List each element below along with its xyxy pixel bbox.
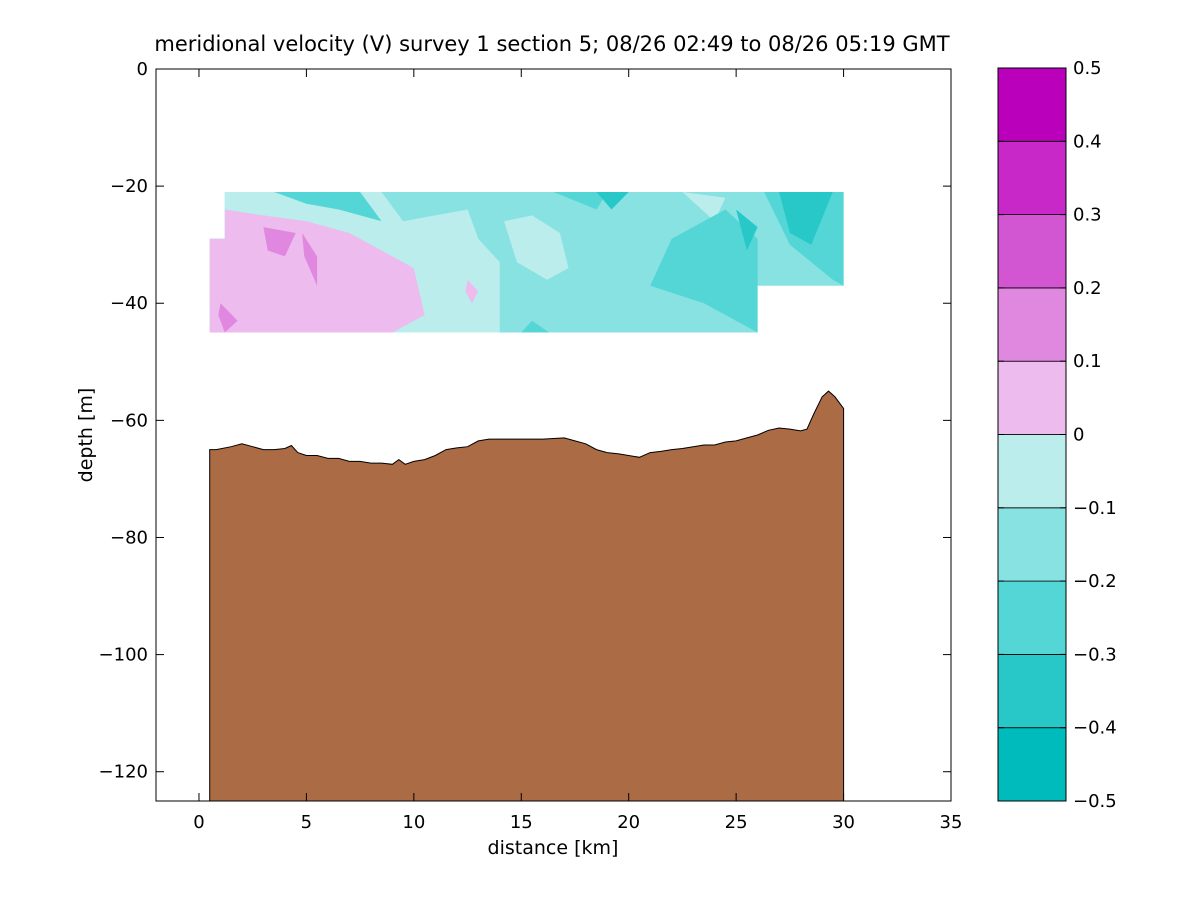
colorbar-tick-label: −0.1	[1073, 498, 1117, 519]
colorbar-swatch	[997, 67, 1067, 142]
colorbar-ticks: −0.5 −0.4 −0.3 −0.2 −0.1 0 0.1 0.2 0.3 0.4 0.5	[998, 58, 1117, 812]
velocity-contour-region	[465, 279, 479, 304]
colorbar-swatches	[997, 67, 1067, 802]
colorbar-tick-label: −0.3	[1073, 644, 1117, 665]
colorbar-tick-label: 0.3	[1073, 205, 1102, 226]
velocity-field	[209, 192, 844, 333]
colorbar-tick-label: 0.2	[1073, 278, 1102, 299]
colorbar-swatch	[997, 214, 1067, 289]
y-tick-label: −80	[110, 527, 148, 548]
x-tick-label: 0	[193, 812, 204, 833]
seafloor-layer	[209, 390, 845, 802]
colorbar-tick-label: 0.5	[1073, 58, 1102, 79]
velocity-contour-region	[682, 192, 726, 222]
colorbar-swatch	[997, 434, 1067, 509]
y-axis: 0 −20 −40 −60 −80 −100 −120	[99, 59, 951, 783]
x-tick-label: 25	[725, 812, 748, 833]
colorbar-tick-label: 0.4	[1073, 131, 1102, 152]
velocity-contour-region	[553, 192, 608, 210]
y-tick-label: −60	[110, 410, 148, 431]
colorbar-swatch	[997, 360, 1067, 435]
y-tick-label: −40	[110, 293, 148, 314]
velocity-contour-region	[650, 209, 758, 333]
x-tick-label: 35	[940, 812, 963, 833]
y-axis-label: depth [m]	[75, 388, 97, 483]
velocity-contour-region	[736, 209, 758, 251]
x-tick-label: 20	[617, 812, 640, 833]
x-axis-label: distance [km]	[488, 837, 619, 859]
colorbar-tick-label: −0.4	[1073, 718, 1117, 739]
colorbar-tick-label: −0.2	[1073, 571, 1117, 592]
colorbar-swatch	[997, 507, 1067, 582]
colorbar-swatch	[997, 654, 1067, 729]
colorbar-tick-label: −0.5	[1073, 791, 1117, 812]
chart-title: meridional velocity (V) survey 1 section…	[154, 32, 949, 56]
x-tick-label: 15	[510, 812, 533, 833]
colorbar: −0.5 −0.4 −0.3 −0.2 −0.1 0 0.1 0.2 0.3 0.4 0.5	[997, 58, 1117, 812]
velocity-contour-region	[274, 192, 382, 222]
velocity-contour-region	[302, 233, 318, 286]
velocity-contour-region	[209, 209, 425, 333]
plot-frame	[155, 68, 952, 802]
colorbar-tick-label: 0.1	[1073, 351, 1102, 372]
colorbar-swatch	[997, 580, 1067, 655]
colorbar-swatch	[997, 140, 1067, 216]
colorbar-swatch	[997, 287, 1067, 362]
colorbar-swatch	[997, 727, 1067, 802]
velocity-contour-region	[263, 227, 296, 257]
x-tick-label: 10	[402, 812, 425, 833]
velocity-contour-region	[504, 215, 569, 280]
colorbar-tick-label: 0	[1073, 425, 1084, 446]
x-axis: 0 5 10 15 20 25 30 35	[193, 69, 962, 833]
seafloor-bathymetry	[209, 390, 845, 802]
y-tick-label: −100	[99, 645, 148, 666]
plot-area: 0 5 10 15 20 25 30 35 0 −20 −40 −60 −80 −100 −120	[99, 59, 963, 833]
y-tick-label: −20	[110, 176, 148, 197]
y-tick-label: −120	[99, 762, 148, 783]
velocity-contour-region	[779, 192, 833, 245]
velocity-contour-region	[218, 303, 238, 333]
x-tick-label: 30	[832, 812, 855, 833]
y-tick-label: 0	[137, 59, 148, 80]
velocity-contour-region	[596, 192, 629, 210]
x-tick-label: 5	[301, 812, 312, 833]
velocity-contour-region	[521, 320, 550, 333]
